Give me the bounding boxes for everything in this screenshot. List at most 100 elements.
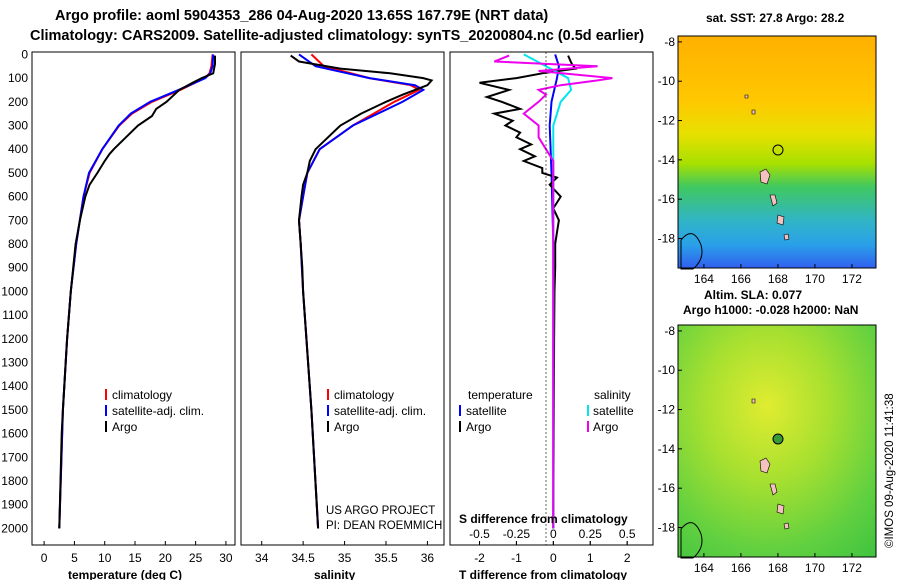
x-tick-label: 34.5: [291, 551, 315, 565]
temperature-xlabel: temperature (deg C): [68, 568, 182, 580]
island-shape: [751, 398, 756, 404]
island-shape: [759, 457, 771, 474]
legend-swatch-satellite-adj: [105, 405, 107, 416]
sst-map-field: [677, 35, 877, 269]
legend-label-argo: Argo: [112, 420, 138, 434]
depth-tick-label: 600: [8, 190, 28, 204]
x-tick-label: 0.25: [579, 527, 603, 541]
map-lat-label: -8: [664, 35, 675, 49]
x-tick-label: 1: [587, 551, 594, 565]
legend-title-salinity: salinity: [594, 388, 631, 402]
depth-tick-label: 800: [8, 237, 28, 251]
depth-tick-label: 1900: [1, 498, 28, 512]
map-lon-label: 166: [731, 272, 751, 286]
map-lat-label: -16: [658, 481, 676, 495]
argo-position-marker: [772, 144, 784, 156]
salinity-xlabel: salinity: [314, 568, 356, 580]
legend-label-t-argo: Argo: [466, 420, 492, 434]
coastline: [680, 522, 703, 559]
legend-label-satellite-adj: satellite-adj. clim.: [112, 404, 204, 418]
depth-tick-label: 1800: [1, 474, 28, 488]
salinity-argo-line: [290, 54, 434, 529]
profile-curves: [58, 53, 613, 529]
map-lon-label: 170: [805, 561, 825, 575]
island-shape: [769, 483, 778, 496]
map-lat-label: -10: [658, 363, 676, 377]
legend-label-argo: Argo: [334, 420, 360, 434]
legend-swatch-t-satellite: [459, 405, 461, 416]
depth-tick-label: 1400: [1, 379, 28, 393]
legend-label-climatology: climatology: [112, 388, 172, 402]
x-tick-label: -1: [511, 551, 522, 565]
x-tick-label: 35: [338, 551, 352, 565]
t-difference-xlabel: T difference from climatology: [459, 568, 627, 580]
depth-tick-label: 400: [8, 142, 28, 156]
legend-label-satellite-adj: satellite-adj. clim.: [334, 404, 426, 418]
sst-map-axes: -8 -10 -12 -14 -16 -18 164 166 168 170 172: [658, 35, 863, 286]
x-axis-ticks: 0 5 10 15 20 25 30 34 34.5 35 35.5 36 -2 -1 0 1 2 -0.5 -0.…: [41, 527, 636, 565]
legend-swatch-t-argo: [459, 421, 461, 432]
map-lon-label: 172: [842, 272, 862, 286]
map-lat-label: -12: [658, 403, 676, 417]
difference-legend: temperature salinity satellite Argo sate…: [459, 388, 634, 434]
island-shape: [759, 168, 771, 185]
imos-watermark: ©IMOS 09-Aug-2020 11:41:38: [884, 393, 896, 548]
sst-map-islands: [744, 94, 790, 241]
depth-tick-label: 700: [8, 213, 28, 227]
difference-panel-frame: [449, 51, 654, 546]
credit-project: US ARGO PROJECT: [326, 505, 435, 517]
x-tick-label: 10: [98, 551, 112, 565]
map-lon-label: 170: [805, 272, 825, 286]
island-shape: [783, 233, 790, 241]
map-lon-label: 168: [768, 561, 788, 575]
depth-tick-label: 100: [8, 71, 28, 85]
x-tick-label: 5: [71, 551, 78, 565]
island-shape: [783, 522, 790, 530]
map-lon-label: 168: [768, 272, 788, 286]
sla-map-title-1: Altim. SLA: 0.077: [704, 288, 802, 302]
legend-swatch-climatology: [327, 389, 329, 400]
depth-tick-label: 900: [8, 261, 28, 275]
x-tick-label: -0.25: [503, 527, 531, 541]
depth-tick-label: 500: [8, 166, 28, 180]
figure-title-line2: Climatology: CARS2009. Satellite-adjuste…: [30, 28, 644, 44]
map-lon-label: 166: [731, 561, 751, 575]
x-tick-label: 2: [624, 551, 631, 565]
legend-swatch-argo: [327, 421, 329, 432]
temperature-argo-line: [58, 55, 216, 529]
s-difference-xlabel: S difference from climatology: [459, 512, 628, 526]
legend-swatch-satellite-adj: [327, 405, 329, 416]
map-lat-label: -14: [658, 442, 676, 456]
depth-tick-label: 200: [8, 95, 28, 109]
legend-label-s-argo: Argo: [593, 420, 619, 434]
differences-t-argo-line: [479, 55, 578, 529]
sst-map-title: sat. SST: 27.8 Argo: 28.2: [706, 11, 845, 25]
legend-label-climatology: climatology: [334, 388, 394, 402]
island-shape: [776, 214, 785, 226]
x-tick-label: 20: [159, 551, 173, 565]
map-lon-label: 164: [694, 561, 714, 575]
coastline: [680, 233, 703, 270]
depth-axis: 0 100 200 300 400 500 600 700 800 900 1000 1100 1200…: [1, 47, 653, 535]
differences-s-argo-line: [493, 54, 613, 529]
sla-map-axes: -8 -10 -12 -14 -16 -18 164 166 168 170 172: [658, 324, 863, 575]
legend-label-s-satellite: satellite: [593, 404, 634, 418]
island-shape: [744, 94, 749, 99]
figure-title-line1: Argo profile: aoml 5904353_286 04-Aug-20…: [55, 8, 548, 24]
argo-position-marker: [772, 433, 784, 445]
x-tick-label: 0: [550, 551, 557, 565]
x-tick-label: 0.5: [619, 527, 636, 541]
x-tick-label: 36: [421, 551, 435, 565]
depth-tick-label: 1100: [2, 308, 28, 322]
temperature-panel-frame: [31, 51, 236, 546]
x-tick-label: 25: [189, 551, 203, 565]
depth-tick-label: 1600: [1, 427, 28, 441]
depth-tick-label: 1700: [1, 450, 28, 464]
x-tick-label: 30: [219, 551, 233, 565]
x-tick-label: -0.5: [469, 527, 490, 541]
map-lon-label: 164: [694, 272, 714, 286]
legend-swatch-s-argo: [587, 421, 589, 432]
x-tick-label: -2: [474, 551, 485, 565]
island-shape: [776, 503, 785, 515]
